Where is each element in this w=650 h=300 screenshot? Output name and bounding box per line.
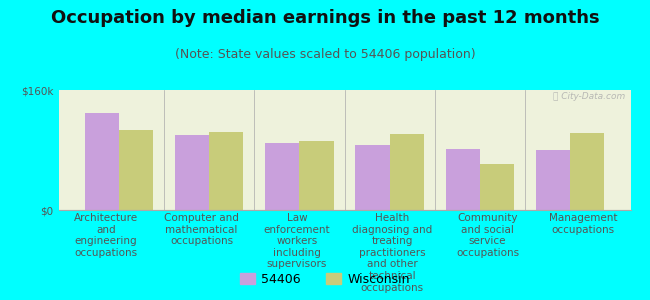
Bar xyxy=(119,130,153,210)
Legend: 54406, Wisconsin: 54406, Wisconsin xyxy=(235,268,415,291)
Text: Occupation by median earnings in the past 12 months: Occupation by median earnings in the pas… xyxy=(51,9,599,27)
Text: Architecture
and
engineering
occupations: Architecture and engineering occupations xyxy=(74,213,138,258)
Text: Law
enforcement
workers
including
supervisors: Law enforcement workers including superv… xyxy=(263,213,330,269)
Bar xyxy=(389,134,424,210)
Text: (Note: State values scaled to 54406 population): (Note: State values scaled to 54406 popu… xyxy=(175,48,475,61)
Bar xyxy=(175,135,209,210)
Bar xyxy=(209,132,243,210)
Text: Computer and
mathematical
occupations: Computer and mathematical occupations xyxy=(164,213,239,246)
Bar xyxy=(84,112,119,210)
Bar xyxy=(356,145,389,210)
Text: Health
diagnosing and
treating
practitioners
and other
technical
occupations: Health diagnosing and treating practitio… xyxy=(352,213,432,292)
Bar xyxy=(536,150,570,210)
Text: Ⓜ City-Data.com: Ⓜ City-Data.com xyxy=(552,92,625,101)
Bar xyxy=(480,164,514,210)
Bar xyxy=(265,142,300,210)
Text: Management
occupations: Management occupations xyxy=(549,213,617,235)
Bar xyxy=(570,133,604,210)
Bar xyxy=(300,141,333,210)
Bar xyxy=(446,148,480,210)
Text: Community
and social
service
occupations: Community and social service occupations xyxy=(456,213,519,258)
